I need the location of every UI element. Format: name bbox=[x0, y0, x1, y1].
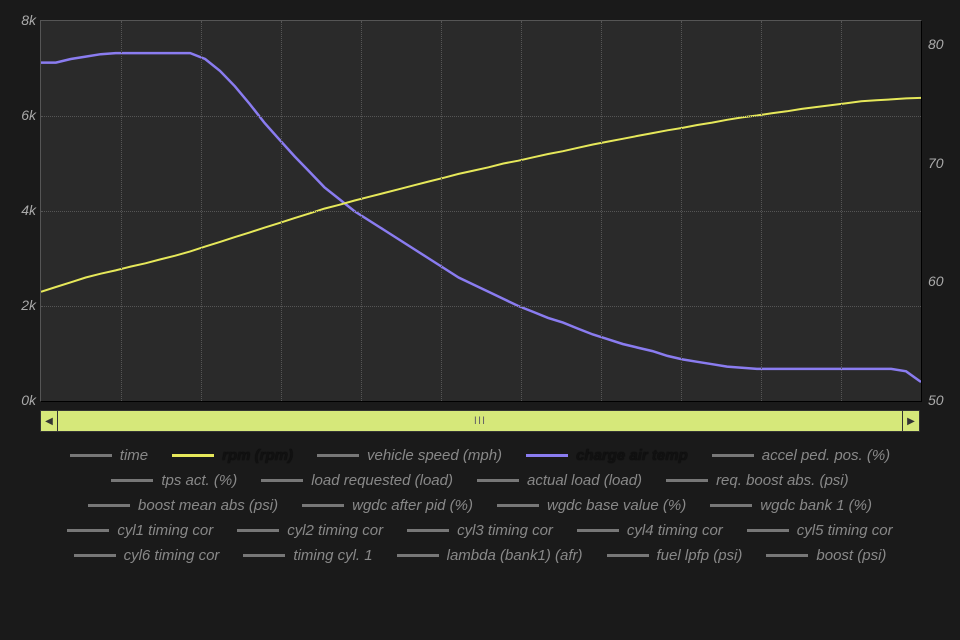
scroll-right-button[interactable]: ▶ bbox=[902, 410, 920, 432]
series-rpm bbox=[41, 98, 921, 292]
y-tick-right: 60 bbox=[928, 273, 958, 289]
legend-swatch bbox=[237, 529, 279, 532]
legend-item[interactable]: load requested (load) bbox=[261, 472, 453, 489]
scroll-track[interactable]: III bbox=[58, 410, 902, 432]
legend-swatch bbox=[302, 504, 344, 507]
scroll-left-button[interactable]: ◀ bbox=[40, 410, 58, 432]
legend-item[interactable]: cyl6 timing cor bbox=[74, 547, 220, 564]
legend-swatch bbox=[477, 479, 519, 482]
legend-swatch bbox=[88, 504, 130, 507]
legend-label: accel ped. pos. (%) bbox=[762, 447, 890, 464]
legend-label: actual load (load) bbox=[527, 472, 642, 489]
legend-swatch bbox=[577, 529, 619, 532]
legend-label: req. boost abs. (psi) bbox=[716, 472, 849, 489]
legend-swatch bbox=[111, 479, 153, 482]
y-tick-left: 4k bbox=[6, 202, 36, 218]
legend-item[interactable]: time bbox=[70, 447, 148, 464]
legend-swatch bbox=[261, 479, 303, 482]
legend-label: wgdc bank 1 (%) bbox=[760, 497, 872, 514]
legend-label: fuel lpfp (psi) bbox=[657, 547, 743, 564]
legend-item[interactable]: accel ped. pos. (%) bbox=[712, 447, 890, 464]
legend-label: rpm (rpm) bbox=[222, 447, 293, 464]
legend-swatch bbox=[712, 454, 754, 457]
y-tick-right: 80 bbox=[928, 36, 958, 52]
legend-item[interactable]: fuel lpfp (psi) bbox=[607, 547, 743, 564]
legend-label: wgdc after pid (%) bbox=[352, 497, 473, 514]
legend-label: lambda (bank1) (afr) bbox=[447, 547, 583, 564]
legend-item[interactable]: rpm (rpm) bbox=[172, 447, 293, 464]
time-scrollbar[interactable]: ◀ III ▶ bbox=[40, 410, 920, 432]
legend-label: boost mean abs (psi) bbox=[138, 497, 278, 514]
legend-item[interactable]: lambda (bank1) (afr) bbox=[397, 547, 583, 564]
legend-swatch bbox=[607, 554, 649, 557]
legend-label: load requested (load) bbox=[311, 472, 453, 489]
legend: time rpm (rpm) vehicle speed (mph) charge a… bbox=[40, 445, 920, 566]
legend-label: cyl1 timing cor bbox=[117, 522, 213, 539]
legend-swatch bbox=[70, 454, 112, 457]
legend-swatch bbox=[397, 554, 439, 557]
legend-item[interactable]: actual load (load) bbox=[477, 472, 642, 489]
plot-area bbox=[40, 20, 922, 402]
chevron-left-icon: ◀ bbox=[45, 416, 53, 427]
legend-swatch bbox=[407, 529, 449, 532]
legend-item[interactable]: cyl1 timing cor bbox=[67, 522, 213, 539]
legend-swatch bbox=[172, 454, 214, 457]
legend-label: cyl5 timing cor bbox=[797, 522, 893, 539]
legend-item[interactable]: boost (psi) bbox=[766, 547, 886, 564]
legend-label: time bbox=[120, 447, 148, 464]
legend-item[interactable]: req. boost abs. (psi) bbox=[666, 472, 849, 489]
chart-container: 0k 2k 4k 6k 8k 50 60 70 80 ◀ III ▶ time rpm (rpm… bbox=[0, 0, 960, 640]
legend-item[interactable]: timing cyl. 1 bbox=[243, 547, 372, 564]
legend-swatch bbox=[317, 454, 359, 457]
legend-item[interactable]: charge air temp bbox=[526, 447, 688, 464]
legend-item[interactable]: cyl2 timing cor bbox=[237, 522, 383, 539]
y-tick-left: 2k bbox=[6, 297, 36, 313]
legend-swatch bbox=[67, 529, 109, 532]
legend-item[interactable]: cyl4 timing cor bbox=[577, 522, 723, 539]
legend-swatch bbox=[243, 554, 285, 557]
y-tick-left: 0k bbox=[6, 392, 36, 408]
chevron-right-icon: ▶ bbox=[907, 416, 915, 427]
legend-item[interactable]: wgdc after pid (%) bbox=[302, 497, 473, 514]
legend-swatch bbox=[497, 504, 539, 507]
legend-label: cyl4 timing cor bbox=[627, 522, 723, 539]
legend-swatch bbox=[747, 529, 789, 532]
y-tick-right: 50 bbox=[928, 392, 958, 408]
legend-item[interactable]: cyl5 timing cor bbox=[747, 522, 893, 539]
legend-label: charge air temp bbox=[576, 447, 688, 464]
legend-label: cyl2 timing cor bbox=[287, 522, 383, 539]
y-tick-left: 6k bbox=[6, 107, 36, 123]
legend-label: wgdc base value (%) bbox=[547, 497, 686, 514]
legend-item[interactable]: cyl3 timing cor bbox=[407, 522, 553, 539]
legend-label: timing cyl. 1 bbox=[293, 547, 372, 564]
legend-label: vehicle speed (mph) bbox=[367, 447, 502, 464]
y-tick-left: 8k bbox=[6, 12, 36, 28]
legend-label: cyl6 timing cor bbox=[124, 547, 220, 564]
grid-line-h bbox=[41, 116, 921, 117]
legend-swatch bbox=[710, 504, 752, 507]
legend-label: boost (psi) bbox=[816, 547, 886, 564]
legend-item[interactable]: boost mean abs (psi) bbox=[88, 497, 278, 514]
series-charge-air-temp bbox=[41, 53, 921, 382]
legend-swatch bbox=[74, 554, 116, 557]
legend-label: tps act. (%) bbox=[161, 472, 237, 489]
legend-swatch bbox=[766, 554, 808, 557]
legend-swatch bbox=[666, 479, 708, 482]
legend-item[interactable]: tps act. (%) bbox=[111, 472, 237, 489]
legend-item[interactable]: wgdc base value (%) bbox=[497, 497, 686, 514]
legend-item[interactable]: wgdc bank 1 (%) bbox=[710, 497, 872, 514]
grid-line-h bbox=[41, 211, 921, 212]
legend-swatch bbox=[526, 454, 568, 457]
scroll-grip-icon: III bbox=[474, 415, 486, 427]
grid-line-h bbox=[41, 306, 921, 307]
legend-item[interactable]: vehicle speed (mph) bbox=[317, 447, 502, 464]
legend-label: cyl3 timing cor bbox=[457, 522, 553, 539]
y-tick-right: 70 bbox=[928, 155, 958, 171]
